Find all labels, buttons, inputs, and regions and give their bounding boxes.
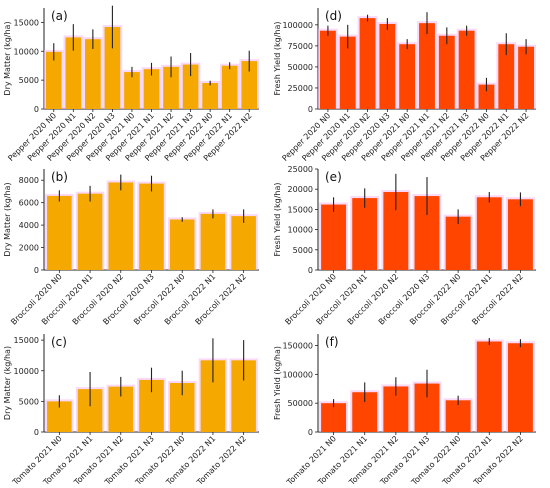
y-tick-label: 5000 <box>293 246 313 255</box>
y-tick-label: 10000 <box>14 47 39 56</box>
panel-label: (f) <box>325 335 339 349</box>
y-tick-label: 15000 <box>14 336 39 345</box>
panel-label: (b) <box>51 170 68 184</box>
y-tick-label: 2000 <box>19 244 39 253</box>
bar <box>458 30 475 110</box>
bar <box>478 84 495 109</box>
bar <box>182 64 199 109</box>
y-tick-label: 4000 <box>19 221 39 230</box>
bar <box>85 39 101 110</box>
bar <box>507 199 533 270</box>
bar <box>399 44 416 109</box>
bar <box>221 65 238 109</box>
y-tick-label: 50000 <box>288 399 313 408</box>
panel-label: (d) <box>325 9 342 23</box>
y-tick-label: 100000 <box>282 21 313 30</box>
panel-label: (c) <box>51 335 67 349</box>
y-tick-label: 25000 <box>288 84 313 93</box>
y-tick-label: 0 <box>308 266 313 275</box>
y-tick-label: 0 <box>308 428 313 437</box>
bar <box>445 400 471 432</box>
bar <box>359 18 376 110</box>
bar <box>498 44 515 109</box>
y-tick-label: 25000 <box>288 165 313 174</box>
bar <box>202 83 218 109</box>
y-tick-label: 0 <box>34 266 39 275</box>
bar <box>438 35 455 109</box>
bar <box>139 183 164 270</box>
y-tick-label: 5000 <box>19 76 39 85</box>
bar <box>200 213 226 270</box>
bar <box>65 37 82 110</box>
x-tick-label: Broccoli 2020 N0 <box>9 272 64 327</box>
y-tick-label: 75000 <box>288 42 313 51</box>
bar <box>352 198 378 270</box>
y-tick-label: 10000 <box>288 226 313 235</box>
y-tick-label: 0 <box>308 105 313 114</box>
y-tick-label: 8000 <box>19 176 39 185</box>
bar <box>163 66 179 109</box>
y-axis-label: Fresh Yield (kg/ha) <box>273 21 282 95</box>
bar <box>108 182 134 270</box>
y-tick-label: 0 <box>34 428 39 437</box>
y-axis-label: Dry Matter (kg/ha) <box>3 346 12 420</box>
bar <box>241 61 258 109</box>
y-tick-label: 100000 <box>282 370 313 379</box>
y-axis-label: Fresh Yield (kg/ha) <box>273 182 282 256</box>
y-tick-label: 6000 <box>19 199 39 208</box>
y-tick-label: 50000 <box>288 63 313 72</box>
bar <box>169 219 195 270</box>
bar <box>445 216 471 270</box>
y-axis-label: Fresh Yield (kg/ha) <box>273 346 282 420</box>
y-tick-label: 20000 <box>288 185 313 194</box>
x-tick-label: Broccoli 2020 N0 <box>283 272 338 327</box>
panel-label: (e) <box>325 170 342 184</box>
y-axis-label: Dry Matter (kg/ha) <box>3 182 12 256</box>
bar <box>379 23 396 109</box>
panel-b: 0 2000 4000 6000 8000 Dry Matter (kg/ha) Brocc… <box>3 169 259 327</box>
panel-e: 0 5000 10000 15000 20000 25000 Fresh Yield (kg… <box>273 165 536 327</box>
bar <box>419 23 435 109</box>
y-tick-label: 0 <box>34 105 39 114</box>
bar <box>47 195 72 270</box>
bar <box>518 46 535 109</box>
bar <box>124 72 140 109</box>
y-tick-label: 15000 <box>288 205 313 214</box>
bar <box>321 403 347 432</box>
bar <box>77 193 103 270</box>
y-tick-label: 150000 <box>282 342 313 351</box>
bar <box>45 51 62 109</box>
y-tick-label: 10000 <box>14 367 39 376</box>
y-axis-label: Dry Matter (kg/ha) <box>3 21 12 95</box>
bar <box>476 341 502 432</box>
bar <box>476 197 502 270</box>
panel-label: (a) <box>51 9 68 23</box>
y-tick-label: 5000 <box>19 397 39 406</box>
bar <box>321 204 347 270</box>
y-tick-label: 15000 <box>14 18 39 27</box>
bar <box>231 216 256 270</box>
bar <box>507 343 533 432</box>
bar <box>143 69 160 109</box>
bar <box>339 36 356 109</box>
bar <box>319 30 336 110</box>
x-tick-label: Tomato 2021 N0 <box>10 434 64 488</box>
bar <box>104 27 121 109</box>
